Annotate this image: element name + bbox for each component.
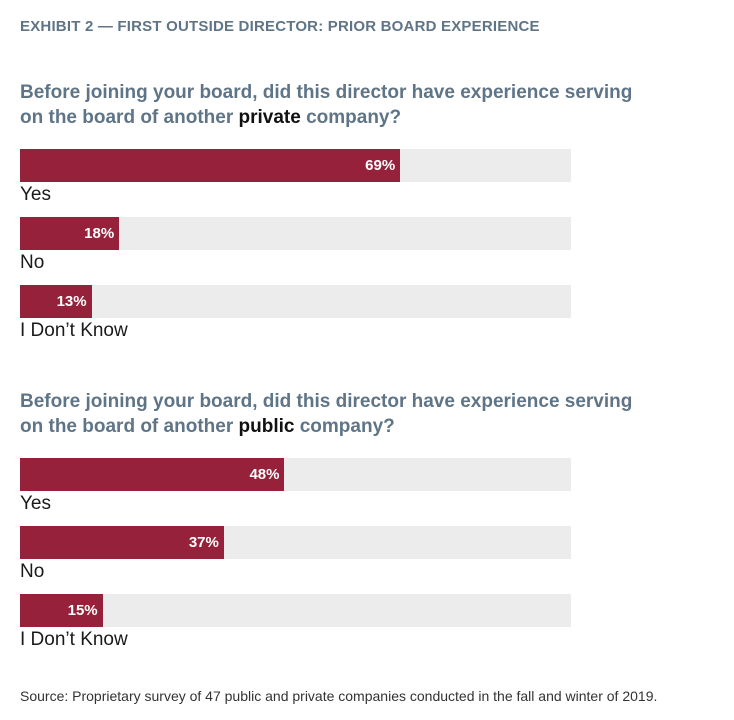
source-note: Source: Proprietary survey of 47 public … bbox=[20, 688, 658, 704]
chart-1-row-dont-know: 13% I Don’t Know bbox=[20, 285, 571, 353]
chart-1-question-text: Before joining your board, did this dire… bbox=[20, 82, 633, 128]
chart-2-category-label-dont-know: I Don’t Know bbox=[20, 629, 128, 650]
chart-1-category-label-dont-know: I Don’t Know bbox=[20, 320, 128, 341]
chart-2-bars: 48% Yes 37% No 15% I Don’t Know bbox=[20, 458, 571, 662]
chart-2-question-text: Before joining your board, did this dire… bbox=[20, 391, 633, 437]
chart-2-category-label-no: No bbox=[20, 561, 45, 582]
chart-2-value-label-yes: 48% bbox=[249, 466, 280, 483]
chart-1-row-no: 18% No bbox=[20, 217, 571, 285]
chart-2-bar-yes bbox=[20, 458, 285, 491]
chart-1-bar-no bbox=[20, 217, 120, 250]
chart-1-bar-yes bbox=[20, 149, 401, 182]
chart-2-category-label-yes: Yes bbox=[20, 493, 51, 514]
chart-1-question-tail: company? bbox=[300, 107, 402, 128]
chart-2-bar-track bbox=[20, 594, 571, 627]
chart-1-value-label-no: 18% bbox=[84, 225, 115, 242]
chart-1-category-label-no: No bbox=[20, 252, 45, 273]
chart-2-bar-no bbox=[20, 526, 224, 559]
chart-2-question: Before joining your board, did this dire… bbox=[20, 389, 660, 439]
chart-1-row-yes: 69% Yes bbox=[20, 149, 571, 217]
chart-1-category-label-yes: Yes bbox=[20, 184, 51, 205]
chart-2-question-tail: company? bbox=[294, 416, 395, 437]
chart-1-bar-track bbox=[20, 285, 571, 318]
chart-2-value-label-dont-know: 15% bbox=[67, 602, 98, 619]
chart-1-bar-dont-know bbox=[20, 285, 92, 318]
chart-1-question-emphasis: private bbox=[238, 107, 301, 128]
exhibit-title: EXHIBIT 2 — FIRST OUTSIDE DIRECTOR: PRIO… bbox=[20, 18, 540, 35]
chart-2-bar-dont-know bbox=[20, 594, 103, 627]
chart-1-value-label-dont-know: 13% bbox=[56, 293, 87, 310]
chart-1-value-label-yes: 69% bbox=[365, 157, 396, 174]
chart-2-value-label-no: 37% bbox=[188, 534, 219, 551]
chart-2-row-no: 37% No bbox=[20, 526, 571, 594]
chart-2-row-dont-know: 15% I Don’t Know bbox=[20, 594, 571, 662]
chart-2-row-yes: 48% Yes bbox=[20, 458, 571, 526]
chart-1-question: Before joining your board, did this dire… bbox=[20, 80, 660, 130]
chart-1-bars: 69% Yes 18% No 13% I Don’t Know bbox=[20, 149, 571, 353]
chart-2-question-emphasis: public bbox=[238, 416, 295, 437]
